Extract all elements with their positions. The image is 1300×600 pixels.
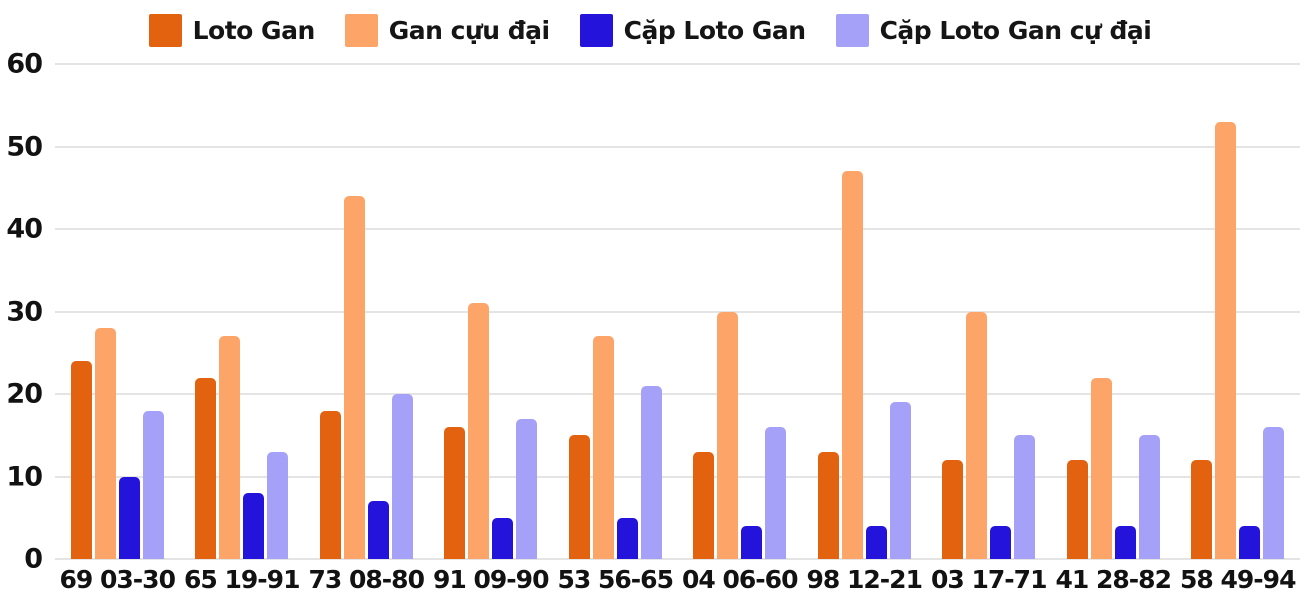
bar-loto-gan-65-19-91[interactable]: [195, 377, 217, 559]
bar-cap-loto-gan-cu-ai-69-03-30[interactable]: [142, 410, 164, 559]
x-tick-label-98-12-21: 98 12-21: [806, 565, 923, 594]
legend-swatch-icon: [835, 13, 869, 47]
y-tick-label-20: 20: [6, 378, 43, 410]
bar-cap-loto-gan-91-09-90[interactable]: [492, 517, 514, 559]
bar-cap-loto-gan-65-19-91[interactable]: [243, 493, 265, 559]
bar-gan-cuu-ai-69-03-30[interactable]: [94, 328, 116, 559]
bar-gan-cuu-ai-98-12-21[interactable]: [841, 171, 863, 559]
x-tick-label-53-56-65: 53 56-65: [557, 565, 674, 594]
bar-loto-gan-58-49-94[interactable]: [1191, 460, 1213, 559]
x-tick-label-03-17-71: 03 17-71: [931, 565, 1047, 594]
legend-label: Cặp Loto Gan: [623, 15, 806, 45]
bar-cap-loto-gan-41-28-82[interactable]: [1114, 526, 1136, 559]
bar-cap-loto-gan-98-12-21[interactable]: [865, 526, 887, 559]
chart-legend: Loto Gan Gan cựu đại Cặp Loto Gan Cặp Loto …: [0, 8, 1300, 52]
legend-swatch-icon: [148, 13, 182, 47]
bar-gan-cuu-ai-41-28-82[interactable]: [1090, 377, 1112, 559]
legend-item-loto-gan[interactable]: Loto Gan: [148, 13, 316, 47]
bar-group-69-03-30: [55, 64, 180, 559]
x-tick-label-04-06-60: 04 06-60: [682, 565, 798, 594]
bar-cap-loto-gan-73-08-80[interactable]: [367, 501, 389, 559]
bar-group-04-06-60: [678, 64, 803, 559]
gridline-10: [55, 475, 1300, 478]
y-tick-label-60: 60: [6, 48, 43, 80]
y-axis: 0 10 20 30 40 50 60: [0, 51, 43, 573]
gridline-30: [55, 310, 1300, 313]
x-tick-label-73-08-80: 73 08-80: [308, 565, 425, 594]
bar-groups: [55, 64, 1300, 559]
bar-cap-loto-gan-03-17-71[interactable]: [990, 526, 1012, 559]
x-tick-label-91-09-90: 91 09-90: [433, 565, 549, 594]
legend-swatch-icon: [344, 13, 378, 47]
bar-group-65-19-91: [180, 64, 305, 559]
legend-label: Cặp Loto Gan cự đại: [879, 15, 1152, 45]
bar-cap-loto-gan-cu-ai-91-09-90[interactable]: [516, 418, 538, 559]
bar-gan-cuu-ai-65-19-91[interactable]: [219, 336, 241, 559]
bar-loto-gan-91-09-90[interactable]: [444, 427, 466, 559]
bar-cap-loto-gan-58-49-94[interactable]: [1239, 526, 1261, 559]
bar-group-91-09-90: [429, 64, 554, 559]
bar-loto-gan-04-06-60[interactable]: [693, 451, 715, 559]
bar-cap-loto-gan-53-56-65[interactable]: [616, 517, 638, 559]
y-tick-label-10: 10: [6, 461, 43, 492]
x-tick-label-41-28-82: 41 28-82: [1055, 565, 1172, 594]
bar-group-41-28-82: [1051, 64, 1176, 559]
bar-cap-loto-gan-69-03-30[interactable]: [118, 476, 140, 559]
legend-swatch-icon: [579, 13, 613, 47]
gridline-40: [55, 228, 1300, 231]
bar-group-53-56-65: [553, 64, 678, 559]
x-tick-label-69-03-30: 69 03-30: [59, 565, 176, 594]
legend-item-gan-cuu-ai[interactable]: Gan cựu đại: [344, 13, 550, 47]
bar-loto-gan-73-08-80[interactable]: [319, 410, 341, 559]
gridline-50: [55, 145, 1300, 148]
bar-loto-gan-69-03-30[interactable]: [70, 361, 92, 559]
gridline-20: [55, 393, 1300, 396]
legend-item-cap-loto-gan[interactable]: Cặp Loto Gan: [579, 13, 806, 47]
legend-label: Gan cựu đại: [388, 15, 550, 45]
bar-group-58-49-94: [1176, 64, 1300, 559]
bar-gan-cuu-ai-03-17-71[interactable]: [966, 311, 988, 559]
y-tick-label-50: 50: [6, 131, 43, 162]
bar-group-98-12-21: [802, 64, 927, 559]
bar-cap-loto-gan-cu-ai-53-56-65[interactable]: [640, 385, 662, 559]
plot-area: [55, 63, 1300, 560]
bar-cap-loto-gan-cu-ai-58-49-94[interactable]: [1263, 427, 1285, 559]
legend-label: Loto Gan: [192, 15, 316, 45]
bar-cap-loto-gan-cu-ai-41-28-82[interactable]: [1138, 435, 1160, 559]
bar-gan-cuu-ai-73-08-80[interactable]: [343, 196, 365, 559]
bar-loto-gan-98-12-21[interactable]: [817, 451, 839, 559]
x-tick-label-58-49-94: 58 49-94: [1180, 565, 1296, 594]
y-tick-label-30: 30: [6, 296, 43, 327]
x-axis: 69 03-30 65 19-91 73 08-80 91 09-90 53 56-65…: [55, 565, 1300, 599]
bar-gan-cuu-ai-91-09-90[interactable]: [468, 303, 490, 559]
y-tick-label-0: 0: [24, 543, 43, 575]
bar-gan-cuu-ai-53-56-65[interactable]: [592, 336, 614, 559]
bar-group-03-17-71: [927, 64, 1052, 559]
gridline-60: [55, 63, 1300, 65]
legend-item-cap-loto-gan-cu-ai[interactable]: Cặp Loto Gan cự đại: [835, 13, 1152, 47]
bar-loto-gan-53-56-65[interactable]: [568, 435, 590, 559]
bar-cap-loto-gan-cu-ai-65-19-91[interactable]: [267, 451, 289, 559]
gridline-0: [55, 558, 1300, 560]
bar-loto-gan-41-28-82[interactable]: [1066, 460, 1088, 559]
y-tick-label-40: 40: [6, 213, 43, 245]
bar-cap-loto-gan-04-06-60[interactable]: [741, 526, 763, 559]
bar-gan-cuu-ai-04-06-60[interactable]: [717, 311, 739, 559]
bar-cap-loto-gan-cu-ai-98-12-21[interactable]: [889, 402, 911, 559]
bar-group-73-08-80: [304, 64, 429, 559]
bar-cap-loto-gan-cu-ai-73-08-80[interactable]: [391, 394, 413, 559]
bar-loto-gan-03-17-71[interactable]: [942, 460, 964, 559]
bar-gan-cuu-ai-58-49-94[interactable]: [1215, 121, 1237, 559]
bar-cap-loto-gan-cu-ai-03-17-71[interactable]: [1014, 435, 1036, 559]
bar-cap-loto-gan-cu-ai-04-06-60[interactable]: [765, 427, 787, 559]
x-tick-label-65-19-91: 65 19-91: [184, 565, 300, 594]
